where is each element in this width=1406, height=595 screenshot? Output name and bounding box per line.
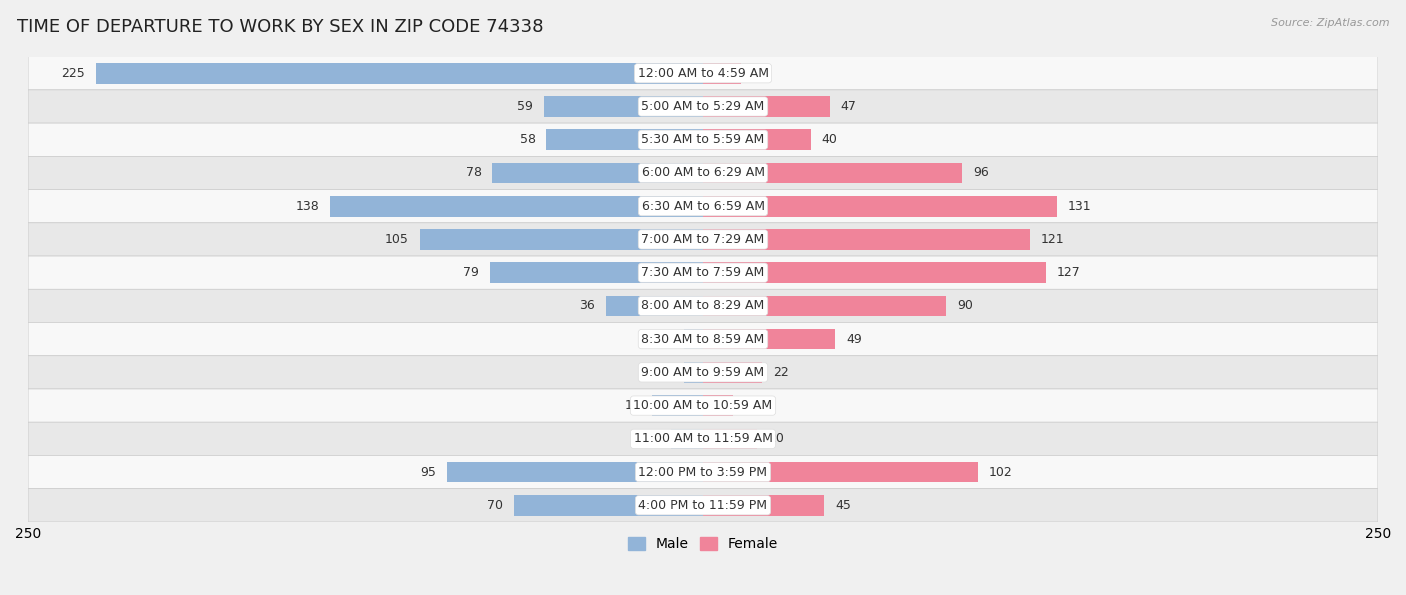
Text: 5:00 AM to 5:29 AM: 5:00 AM to 5:29 AM [641,100,765,113]
Text: 10:00 AM to 10:59 AM: 10:00 AM to 10:59 AM [634,399,772,412]
FancyBboxPatch shape [28,57,1378,90]
Text: 7:30 AM to 7:59 AM: 7:30 AM to 7:59 AM [641,266,765,279]
Bar [703,96,830,117]
Bar [447,462,703,483]
Bar [606,296,703,316]
Text: 8:00 AM to 8:29 AM: 8:00 AM to 8:29 AM [641,299,765,312]
Text: 6:00 AM to 6:29 AM: 6:00 AM to 6:29 AM [641,167,765,180]
Bar [703,428,756,449]
Text: 9:00 AM to 9:59 AM: 9:00 AM to 9:59 AM [641,366,765,379]
Text: 79: 79 [463,266,479,279]
FancyBboxPatch shape [28,190,1378,223]
FancyBboxPatch shape [28,422,1378,455]
Text: 5:30 AM to 5:59 AM: 5:30 AM to 5:59 AM [641,133,765,146]
Text: 12:00 PM to 3:59 PM: 12:00 PM to 3:59 PM [638,465,768,478]
Bar [703,130,811,150]
Bar [547,130,703,150]
Text: 90: 90 [956,299,973,312]
Text: 59: 59 [517,100,533,113]
Text: 19: 19 [626,399,641,412]
FancyBboxPatch shape [28,389,1378,422]
Text: 12:00 AM to 4:59 AM: 12:00 AM to 4:59 AM [637,67,769,80]
Bar [703,362,762,383]
Text: 78: 78 [465,167,482,180]
Bar [703,162,962,183]
Text: 40: 40 [821,133,838,146]
Bar [492,162,703,183]
Bar [671,428,703,449]
Text: 58: 58 [520,133,536,146]
Bar [685,329,703,349]
Bar [685,362,703,383]
Text: 6:30 AM to 6:59 AM: 6:30 AM to 6:59 AM [641,200,765,212]
Bar [703,296,946,316]
Text: 7: 7 [665,366,673,379]
Bar [419,229,703,250]
Text: 49: 49 [846,333,862,346]
Text: 225: 225 [60,67,84,80]
FancyBboxPatch shape [28,256,1378,289]
Text: 14: 14 [752,67,768,80]
Bar [703,63,741,83]
Text: Source: ZipAtlas.com: Source: ZipAtlas.com [1271,18,1389,28]
FancyBboxPatch shape [28,322,1378,356]
Bar [703,329,835,349]
Text: TIME OF DEPARTURE TO WORK BY SEX IN ZIP CODE 74338: TIME OF DEPARTURE TO WORK BY SEX IN ZIP … [17,18,543,36]
Text: 127: 127 [1057,266,1080,279]
Text: 105: 105 [385,233,409,246]
Bar [544,96,703,117]
FancyBboxPatch shape [28,356,1378,389]
FancyBboxPatch shape [28,123,1378,156]
FancyBboxPatch shape [28,90,1378,123]
FancyBboxPatch shape [28,289,1378,322]
FancyBboxPatch shape [28,488,1378,522]
Bar [652,395,703,416]
Text: 47: 47 [841,100,856,113]
Text: 96: 96 [973,167,988,180]
Bar [703,229,1029,250]
Text: 11: 11 [744,399,759,412]
Text: 11:00 AM to 11:59 AM: 11:00 AM to 11:59 AM [634,433,772,445]
Text: 22: 22 [773,366,789,379]
Text: 4:00 PM to 11:59 PM: 4:00 PM to 11:59 PM [638,499,768,512]
Bar [703,262,1046,283]
Text: 45: 45 [835,499,851,512]
Bar [703,462,979,483]
FancyBboxPatch shape [28,223,1378,256]
Text: 70: 70 [488,499,503,512]
FancyBboxPatch shape [28,156,1378,190]
Legend: Male, Female: Male, Female [623,532,783,557]
Bar [515,495,703,516]
Bar [489,262,703,283]
FancyBboxPatch shape [28,455,1378,488]
Text: 102: 102 [990,465,1012,478]
Text: 138: 138 [295,200,319,212]
Text: 7: 7 [665,333,673,346]
Bar [96,63,703,83]
Bar [703,395,733,416]
Text: 7:00 AM to 7:29 AM: 7:00 AM to 7:29 AM [641,233,765,246]
Bar [330,196,703,217]
Bar [703,196,1057,217]
Text: 20: 20 [768,433,783,445]
Text: 8:30 AM to 8:59 AM: 8:30 AM to 8:59 AM [641,333,765,346]
Text: 36: 36 [579,299,595,312]
Text: 95: 95 [420,465,436,478]
Bar [703,495,824,516]
Text: 12: 12 [644,433,659,445]
Text: 131: 131 [1067,200,1091,212]
Text: 121: 121 [1040,233,1064,246]
